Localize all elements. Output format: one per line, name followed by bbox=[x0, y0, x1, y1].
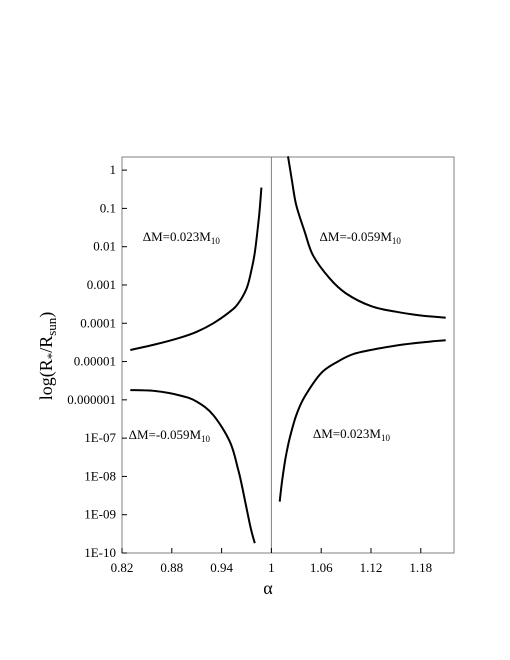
x-tick-label: 0.94 bbox=[210, 560, 233, 575]
annotation-2: ΔM=-0.059M10 bbox=[320, 229, 402, 246]
series-line-1 bbox=[130, 187, 263, 351]
x-tick-label: 1.12 bbox=[360, 560, 383, 575]
y-tick-label: 1 bbox=[110, 162, 117, 177]
y-tick-label: 1E-07 bbox=[84, 430, 116, 445]
y-tick-label: 0.000001 bbox=[67, 392, 116, 407]
x-axis-ticks: 0.82 0.88 0.94 1 1.06 1.12 1.18 bbox=[111, 548, 432, 575]
y-tick-label: 1E-10 bbox=[84, 545, 116, 560]
plot-frame bbox=[121, 156, 455, 554]
x-tick-label: 1.18 bbox=[409, 560, 432, 575]
y-tick-label: 0.1 bbox=[100, 200, 116, 215]
annotations: ΔM=0.023M10 ΔM=-0.059M10 ΔM=-0.059M10 ΔM=0.… bbox=[129, 229, 402, 444]
annotation-3: ΔM=-0.059M10 bbox=[129, 427, 211, 444]
y-tick-label: 1E-09 bbox=[84, 507, 116, 522]
plot-area-border bbox=[121, 156, 455, 554]
series-line-4 bbox=[278, 339, 446, 502]
curves bbox=[130, 156, 446, 544]
y-tick-label: 1E-08 bbox=[84, 468, 116, 483]
series-line-2 bbox=[130, 389, 256, 544]
y-tick-label: 0.01 bbox=[93, 239, 116, 254]
y-tick-label: 0.0001 bbox=[80, 315, 116, 330]
y-axis-label: log(R*/Rsun) bbox=[36, 312, 59, 401]
y-tick-label: 0.00001 bbox=[74, 354, 116, 369]
x-tick-label: 1 bbox=[268, 560, 275, 575]
annotation-1: ΔM=0.023M10 bbox=[143, 229, 221, 246]
x-tick-label: 1.06 bbox=[310, 560, 333, 575]
y-axis-ticks: 1 0.1 0.01 0.001 0.0001 0.00001 0.000001 1E-07 1… bbox=[67, 162, 127, 560]
series-line-3 bbox=[287, 156, 446, 319]
y-tick-label: 0.001 bbox=[87, 277, 116, 292]
x-tick-label: 0.88 bbox=[160, 560, 183, 575]
annotation-4: ΔM=0.023M10 bbox=[313, 426, 391, 443]
x-tick-label: 0.82 bbox=[111, 560, 134, 575]
x-axis-label: α bbox=[263, 578, 273, 598]
